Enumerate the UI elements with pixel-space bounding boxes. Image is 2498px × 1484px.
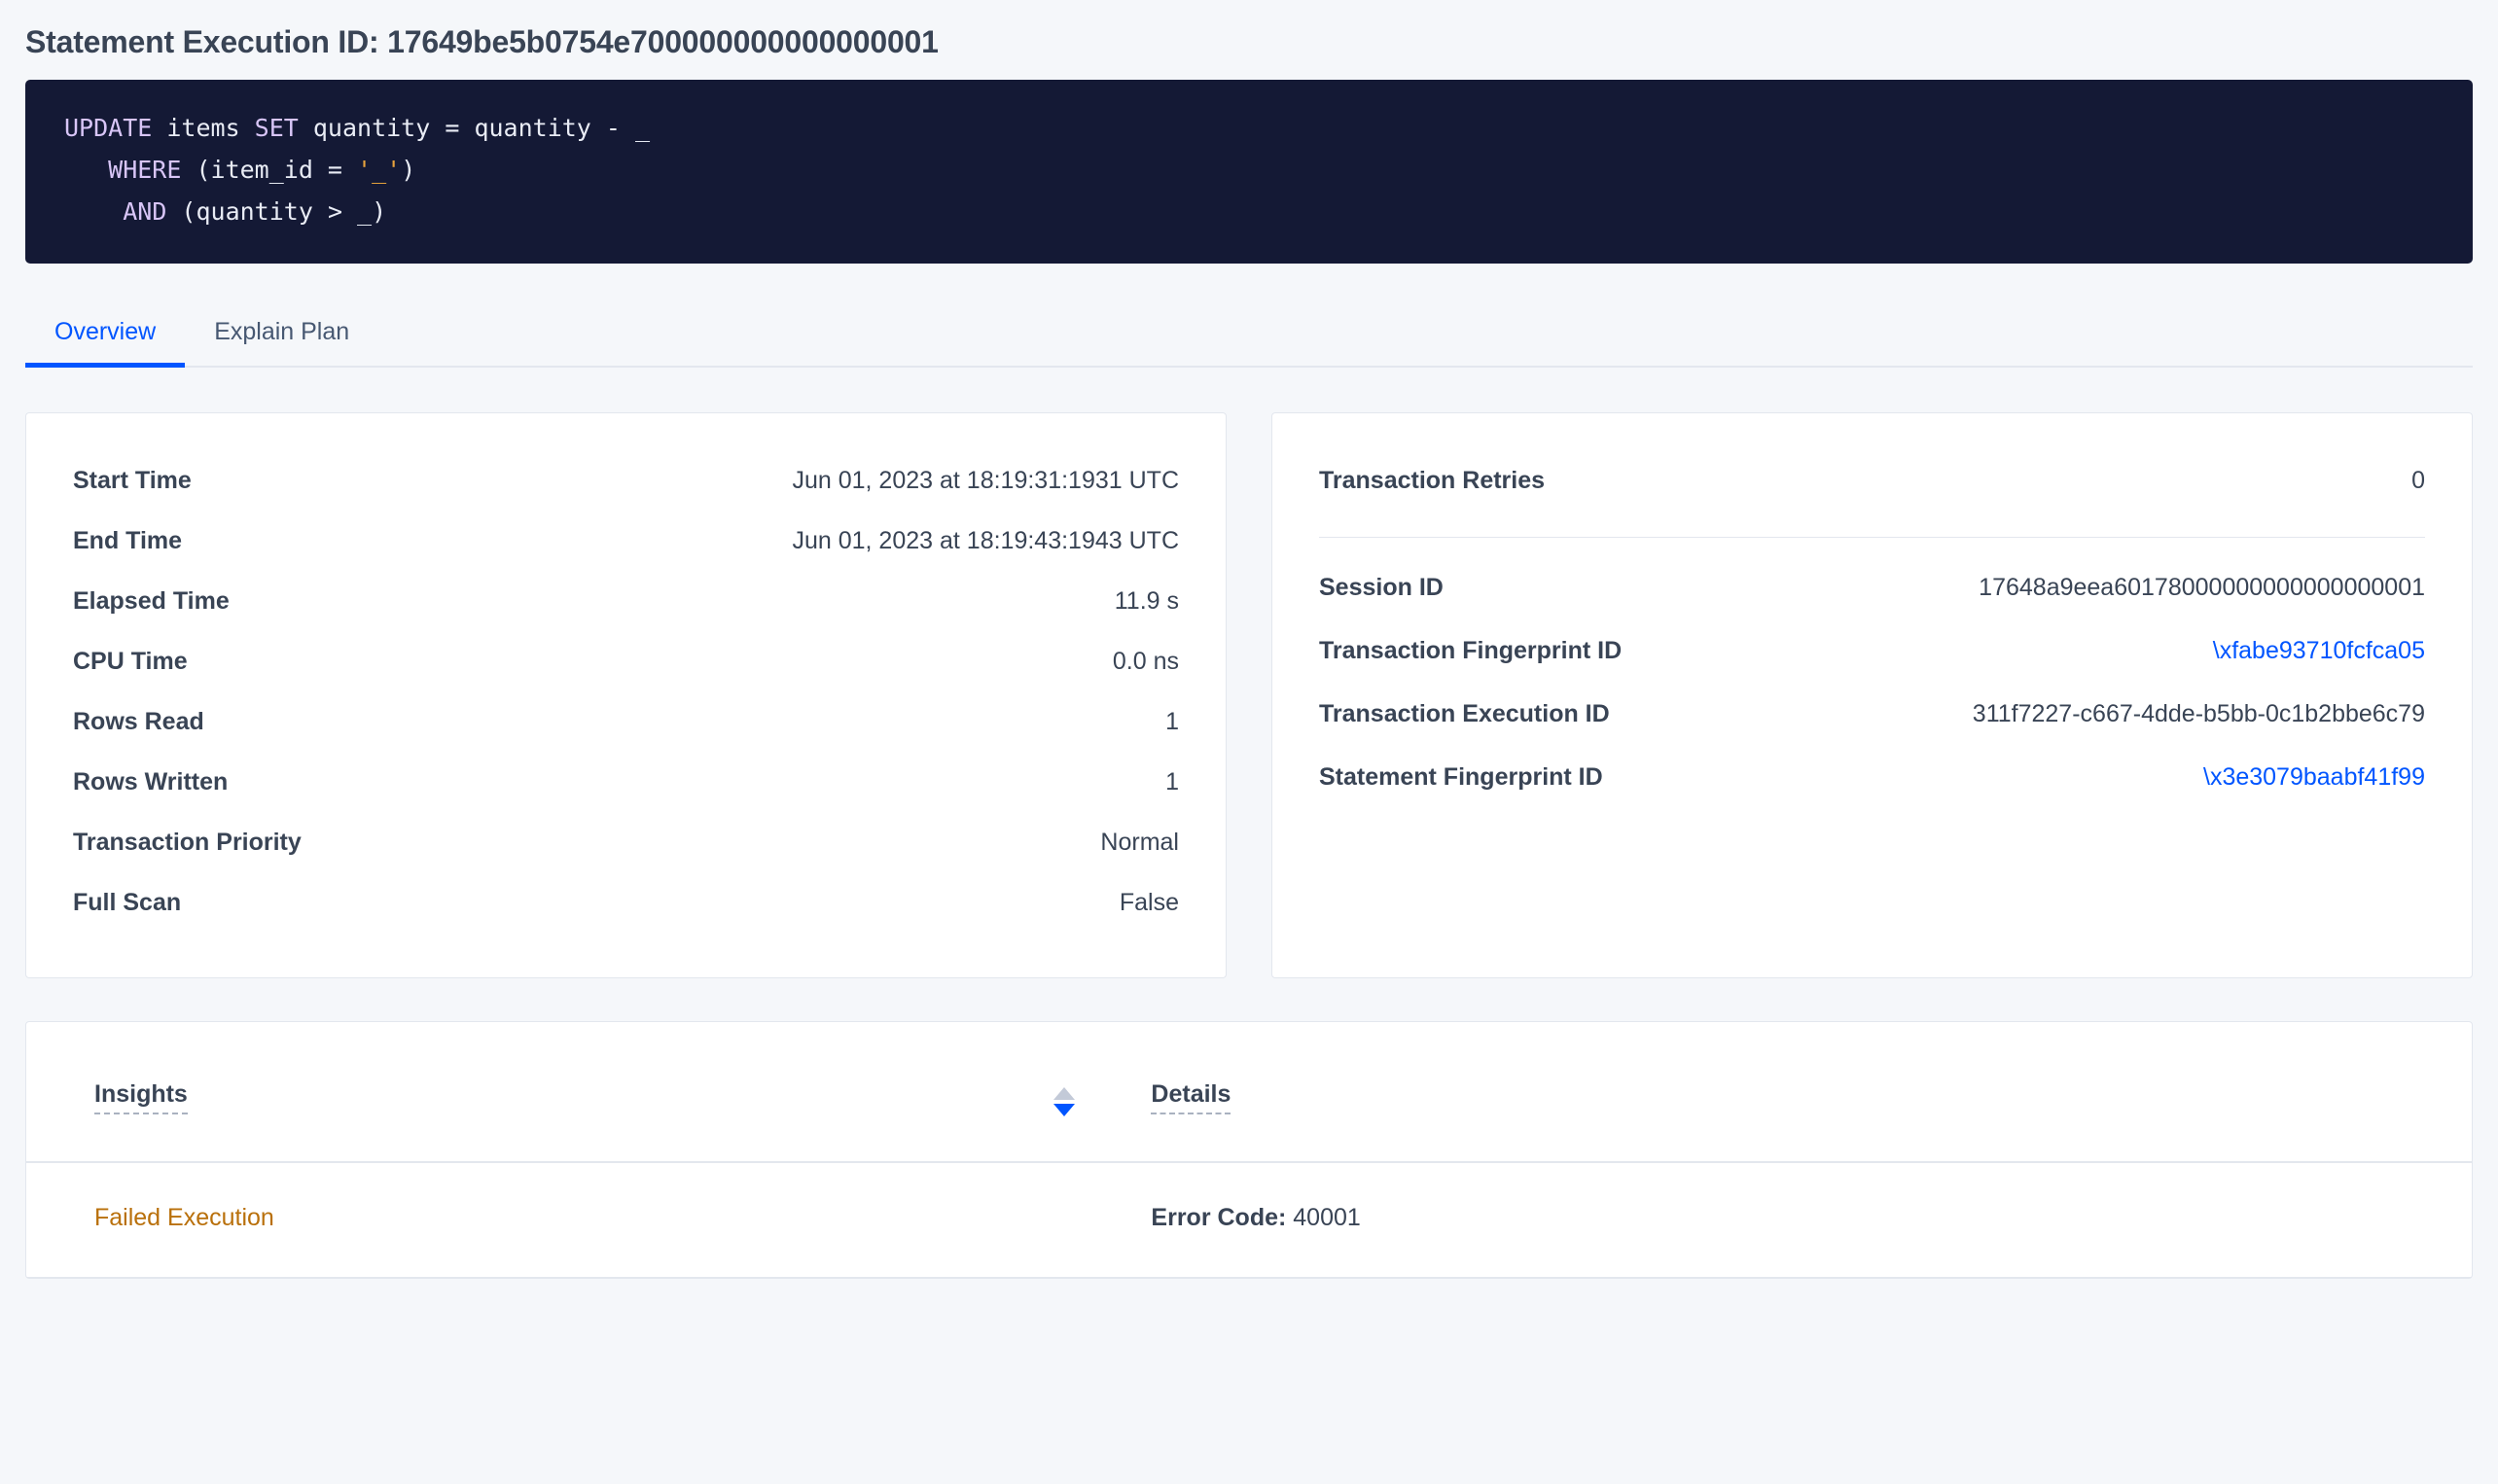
sql-and-expression: (quantity > _) xyxy=(166,197,387,227)
page-title: Statement Execution ID: 17649be5b0754e70… xyxy=(25,24,939,59)
label-start-time: Start Time xyxy=(73,467,192,495)
value-session-id: 17648a9eea60178000000000000000001 xyxy=(1979,574,2425,602)
label-transaction-priority: Transaction Priority xyxy=(73,829,302,857)
row-statement-fingerprint-id: Statement Fingerprint ID \x3e3079baabf41… xyxy=(1319,753,2425,816)
sql-statement-block: UPDATE items SET quantity = quantity - _… xyxy=(25,80,2473,265)
row-transaction-fingerprint-id: Transaction Fingerprint ID \xfabe93710fc… xyxy=(1319,626,2425,689)
link-transaction-fingerprint-id[interactable]: \xfabe93710fcfca05 xyxy=(2212,637,2425,665)
label-transaction-fingerprint-id: Transaction Fingerprint ID xyxy=(1319,637,1623,665)
sql-keyword-update: UPDATE xyxy=(64,114,153,143)
value-end-time: Jun 01, 2023 at 18:19:43:1943 UTC xyxy=(792,527,1179,555)
details-header-inner: Details xyxy=(1151,1080,1231,1115)
label-elapsed-time: Elapsed Time xyxy=(73,587,230,616)
row-rows-read: Rows Read 1 xyxy=(73,697,1179,758)
label-end-time: End Time xyxy=(73,527,183,555)
card-divider xyxy=(1319,537,2425,539)
label-statement-fingerprint-id: Statement Fingerprint ID xyxy=(1319,763,1603,792)
detail-label-error-code: Error Code: xyxy=(1151,1204,1287,1232)
column-header-insights-label[interactable]: Insights xyxy=(94,1080,188,1115)
tab-explain-plan[interactable]: Explain Plan xyxy=(214,318,350,346)
sql-indent-3 xyxy=(64,197,123,226)
caret-up-icon xyxy=(1053,1087,1075,1101)
row-elapsed-time: Elapsed Time 11.9 s xyxy=(73,577,1179,637)
sql-where-post: ) xyxy=(401,156,416,185)
tab-bar: Overview Explain Plan xyxy=(25,308,2473,369)
table-row[interactable]: Failed Execution Error Code: 40001 xyxy=(26,1162,2472,1279)
label-session-id: Session ID xyxy=(1319,574,1444,602)
sql-keyword-set: SET xyxy=(254,114,299,143)
overview-card: Start Time Jun 01, 2023 at 18:19:31:1931… xyxy=(25,412,1227,979)
value-transaction-priority: Normal xyxy=(1100,829,1179,857)
row-start-time: Start Time Jun 01, 2023 at 18:19:31:1931… xyxy=(73,456,1179,516)
insight-link-failed-execution[interactable]: Failed Execution xyxy=(94,1204,274,1232)
label-cpu-time: CPU Time xyxy=(73,648,188,676)
row-end-time: End Time Jun 01, 2023 at 18:19:43:1943 U… xyxy=(73,516,1179,577)
label-rows-read: Rows Read xyxy=(73,708,204,736)
sql-keyword-where: WHERE xyxy=(108,156,182,185)
transaction-card: Transaction Retries 0 Session ID 17648a9… xyxy=(1271,412,2473,979)
value-rows-read: 1 xyxy=(1165,708,1179,736)
row-transaction-retries: Transaction Retries 0 xyxy=(1319,456,2425,519)
sql-set-expression: quantity = quantity - _ xyxy=(298,114,651,143)
row-session-id: Session ID 17648a9eea6017800000000000000… xyxy=(1319,563,2425,626)
column-header-details-label[interactable]: Details xyxy=(1151,1080,1231,1115)
column-header-insights[interactable]: Insights xyxy=(26,1022,1053,1164)
value-transaction-retries: 0 xyxy=(2411,467,2425,495)
insights-table-card: Insights Details xyxy=(25,1021,2473,1280)
column-sort-insights[interactable] xyxy=(1053,1022,1152,1164)
value-start-time: Jun 01, 2023 at 18:19:31:1931 UTC xyxy=(792,467,1179,495)
tab-overview[interactable]: Overview xyxy=(25,308,186,369)
insights-table-body: Failed Execution Error Code: 40001 xyxy=(26,1162,2472,1279)
sql-string-literal: '_' xyxy=(357,156,402,185)
caret-down-icon xyxy=(1053,1104,1075,1117)
insights-header-inner: Insights xyxy=(94,1080,188,1115)
summary-cards: Start Time Jun 01, 2023 at 18:19:31:1931… xyxy=(25,412,2473,979)
detail-value-error-code: 40001 xyxy=(1293,1204,1361,1232)
link-statement-fingerprint-id[interactable]: \x3e3079baabf41f99 xyxy=(2203,763,2425,792)
sql-keyword-and: AND xyxy=(123,197,167,227)
label-full-scan: Full Scan xyxy=(73,889,182,917)
cell-spacer xyxy=(1053,1162,1152,1279)
sql-indent-2 xyxy=(64,156,108,184)
insights-table-head: Insights Details xyxy=(26,1022,2472,1164)
value-transaction-execution-id: 311f7227-c667-4dde-b5bb-0c1b2bbe6c79 xyxy=(1972,700,2425,728)
label-transaction-execution-id: Transaction Execution ID xyxy=(1319,700,1610,728)
label-rows-written: Rows Written xyxy=(73,768,229,796)
row-cpu-time: CPU Time 0.0 ns xyxy=(73,637,1179,697)
value-rows-written: 1 xyxy=(1165,768,1179,796)
row-full-scan: Full Scan False xyxy=(73,878,1179,938)
label-transaction-retries: Transaction Retries xyxy=(1319,467,1546,495)
insights-table: Insights Details xyxy=(26,1022,2472,1279)
value-full-scan: False xyxy=(1119,889,1179,917)
sql-table-name: items xyxy=(152,114,255,143)
sql-where-pre: (item_id = xyxy=(181,156,358,185)
cell-insight: Failed Execution xyxy=(26,1162,1053,1279)
sql-code: UPDATE items SET quantity = quantity - _… xyxy=(64,107,2434,232)
sort-arrows-icon-insights[interactable] xyxy=(1053,1087,1075,1117)
value-cpu-time: 0.0 ns xyxy=(1112,648,1179,676)
insights-table-header-row: Insights Details xyxy=(26,1022,2472,1164)
value-elapsed-time: 11.9 s xyxy=(1114,587,1179,616)
column-header-details[interactable]: Details xyxy=(1151,1022,2472,1164)
row-transaction-execution-id: Transaction Execution ID 311f7227-c667-4… xyxy=(1319,689,2425,753)
row-transaction-priority: Transaction Priority Normal xyxy=(73,818,1179,878)
row-rows-written: Rows Written 1 xyxy=(73,758,1179,818)
cell-details: Error Code: 40001 xyxy=(1151,1162,2472,1279)
